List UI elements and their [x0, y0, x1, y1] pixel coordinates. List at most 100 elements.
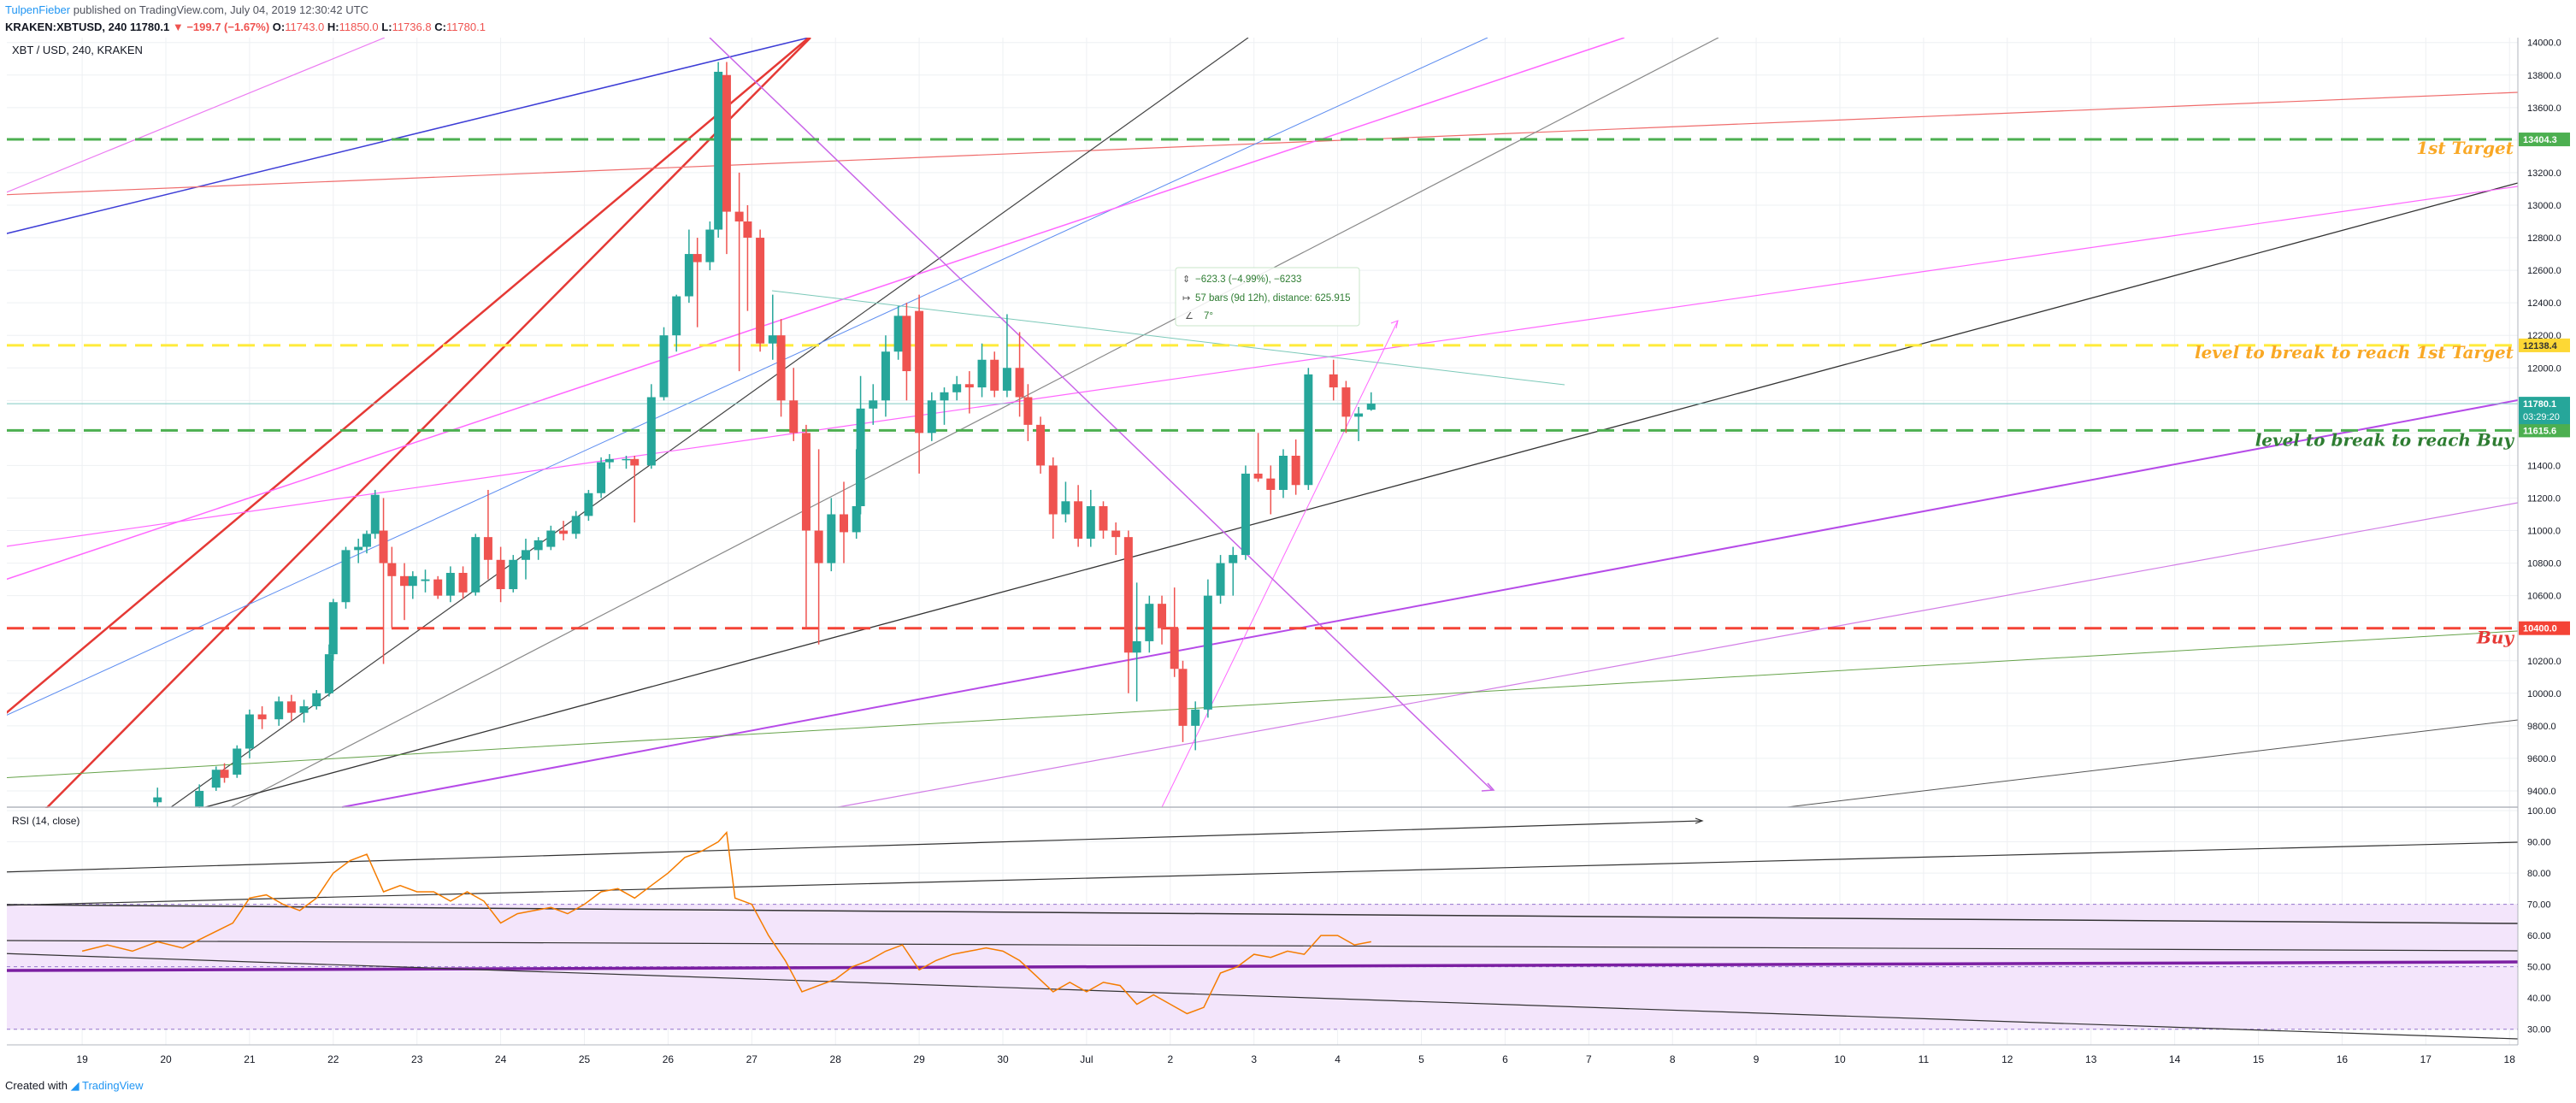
candle-body: [801, 433, 811, 531]
candle-body: [387, 563, 397, 576]
candle-body: [1145, 604, 1154, 641]
candle-body: [1329, 374, 1338, 388]
x-tick-label: 30: [997, 1053, 1009, 1065]
x-tick-label: 14: [2169, 1053, 2181, 1065]
candle-body: [445, 573, 455, 596]
candle-body: [869, 400, 878, 409]
trend-line: [837, 502, 2518, 808]
tradingview-logo-icon: ◢: [70, 1079, 80, 1092]
annotation-label: 1st Target: [2416, 138, 2514, 158]
candle-body: [1074, 501, 1083, 540]
ohlc-line: KRAKEN:XBTUSD, 240 11780.1 ▼ −199.7 (−1.…: [5, 19, 486, 36]
trend-line: [7, 38, 1625, 581]
x-tick-label: 28: [830, 1053, 842, 1065]
close-label: C:: [434, 21, 446, 33]
candle-body: [604, 458, 614, 463]
candle-body: [789, 400, 799, 434]
rsi-trend-line: [7, 940, 2518, 952]
arrow-head-icon: [1695, 817, 1704, 824]
candle-body: [814, 530, 823, 563]
low-label: L:: [381, 21, 392, 33]
rsi-tick-label: 50.00: [2527, 963, 2551, 973]
candle-body: [1178, 669, 1188, 726]
candle-body: [1278, 456, 1288, 490]
price-tick-label: 9800.0: [2527, 722, 2556, 732]
x-tick-label: 5: [1418, 1053, 1424, 1065]
x-tick-label: 12: [2001, 1053, 2013, 1065]
candle-body: [881, 351, 890, 401]
candle-body: [370, 494, 380, 534]
measure-price-change: −623.3 (−4.99%), −6233: [1195, 274, 1301, 285]
candle-body: [220, 770, 229, 778]
measure-box[interactable]: −623.3 (−4.99%), −6233 57 bars (9d 12h),…: [1175, 267, 1360, 327]
candle-body: [521, 550, 530, 560]
countdown-label: 03:29:20: [2523, 412, 2560, 422]
candle-body: [1203, 595, 1212, 710]
candle-body: [1341, 387, 1351, 417]
x-tick-label: 29: [913, 1053, 925, 1065]
trend-line: [7, 38, 386, 193]
price-tick-label: 11200.0: [2527, 493, 2561, 504]
x-tick-label: 6: [1502, 1053, 1508, 1065]
candle-body: [328, 602, 338, 655]
author-link[interactable]: TulpenFieber: [5, 3, 71, 16]
candle-body: [1015, 368, 1024, 398]
candle-body: [940, 392, 949, 401]
candle-body: [693, 254, 702, 262]
candle-body: [622, 458, 631, 461]
price-change: ▼ −199.7 (−1.67%): [172, 21, 270, 33]
candle-body: [1266, 478, 1276, 490]
pane-title: XBT / USD, 240, KRAKEN: [12, 44, 143, 56]
rsi-line: [81, 830, 1371, 1015]
current-price-badge: [2519, 397, 2570, 425]
candle-body: [1304, 374, 1313, 486]
candle-body: [1229, 555, 1238, 563]
candle-body: [458, 573, 468, 593]
candle-body: [734, 211, 744, 222]
trend-line: [170, 38, 1249, 808]
candle-body: [483, 537, 492, 560]
candle-body: [856, 408, 865, 506]
candle-body: [400, 575, 410, 587]
x-tick-label: 18: [2504, 1053, 2516, 1065]
candle-body: [768, 335, 777, 344]
trend-line: [7, 630, 2518, 779]
publish-info: TulpenFieber published on TradingView.co…: [5, 2, 486, 19]
candle-body: [379, 530, 388, 563]
measure-bars: 57 bars (9d 12h), distance: 625.915: [1195, 293, 1351, 304]
price-tick-label: 13200.0: [2527, 168, 2561, 179]
price-level-badge: [2519, 423, 2570, 438]
annotation-label: Buy: [2476, 628, 2514, 648]
candle-body: [1132, 640, 1141, 653]
rsi-tick-label: 70.00: [2527, 900, 2551, 911]
candle-body: [927, 400, 936, 434]
rsi-tick-label: 100.00: [2527, 806, 2556, 817]
trend-line: [204, 182, 2518, 808]
candle-body: [274, 701, 284, 720]
x-tick-label: 25: [579, 1053, 591, 1065]
measure-angle: 7°: [1204, 311, 1213, 321]
candle-body: [1366, 404, 1376, 410]
price-tick-label: 10000.0: [2527, 689, 2561, 699]
x-tick-label: 13: [2085, 1053, 2097, 1065]
price-level-badge: [2519, 133, 2570, 147]
rsi-trend-line: [7, 820, 1702, 873]
candle-body: [852, 505, 861, 533]
candle-body: [1099, 505, 1108, 531]
candle-body: [1036, 424, 1046, 466]
price-level-badge: [2519, 621, 2570, 635]
trend-line: [709, 38, 1493, 791]
x-tick-label: 20: [160, 1053, 172, 1065]
high-label: H:: [327, 21, 339, 33]
candle-body: [630, 458, 640, 466]
rsi-tick-label: 80.00: [2527, 869, 2551, 879]
rsi-tick-label: 60.00: [2527, 931, 2551, 941]
tradingview-link[interactable]: TradingView: [82, 1079, 144, 1092]
x-tick-label: Jul: [1080, 1053, 1093, 1065]
price-tick-label: 12600.0: [2527, 266, 2561, 276]
rsi-trend-line: [7, 953, 2518, 1040]
arrow-head-icon: [1390, 320, 1399, 329]
x-tick-label: 26: [663, 1053, 675, 1065]
trend-line: [771, 290, 1565, 386]
